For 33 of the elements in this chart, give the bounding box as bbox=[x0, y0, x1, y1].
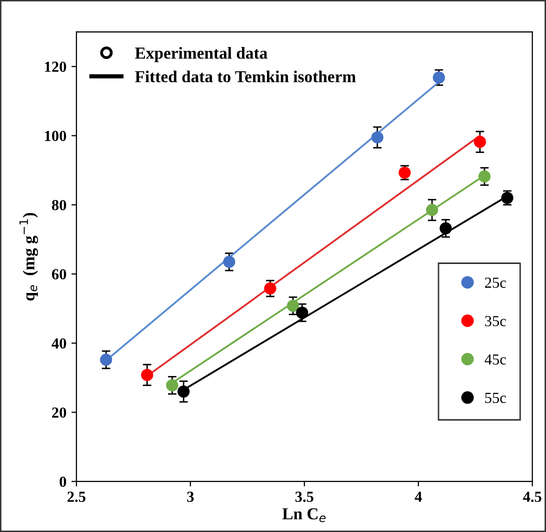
x-tick-label: 4.5 bbox=[523, 492, 542, 502]
legend-label: 35c bbox=[485, 316, 506, 326]
annotation: Fitted data to Temkin isotherm bbox=[135, 70, 356, 82]
legend-label: 25c bbox=[485, 278, 506, 288]
y-tick-label: 80 bbox=[52, 200, 66, 210]
y-tick-label: 100 bbox=[45, 130, 66, 142]
x-tick-label: 3.5 bbox=[295, 492, 314, 502]
legend-label: 45c bbox=[484, 354, 506, 365]
point bbox=[371, 131, 384, 144]
point bbox=[474, 136, 486, 148]
point bbox=[426, 204, 438, 216]
point bbox=[223, 256, 236, 268]
point bbox=[141, 368, 154, 382]
y-axis-title: q$_{e}$ (mg g$^{−1}$) bbox=[19, 212, 38, 301]
point bbox=[286, 300, 300, 312]
y-tick-label: 60 bbox=[52, 269, 66, 280]
point bbox=[478, 170, 491, 183]
point bbox=[178, 385, 190, 398]
point bbox=[100, 354, 112, 366]
x-axis-title: Ln C$_{e}$ bbox=[282, 508, 326, 522]
y-tick-label: 0 bbox=[60, 476, 66, 487]
legend-label: 55c bbox=[485, 392, 506, 404]
y-tick-label: 120 bbox=[45, 62, 66, 72]
y-tick-label: 20 bbox=[52, 407, 66, 418]
annotation: Experimental data bbox=[135, 47, 268, 62]
point bbox=[440, 222, 452, 234]
point bbox=[296, 306, 308, 319]
y-tick-label: 40 bbox=[52, 338, 66, 349]
point bbox=[264, 282, 276, 295]
x-tick-label: 2.5 bbox=[68, 492, 86, 502]
x-tick-label: 4 bbox=[414, 492, 422, 502]
x-tick-label: 3 bbox=[187, 492, 194, 502]
point bbox=[166, 379, 178, 392]
